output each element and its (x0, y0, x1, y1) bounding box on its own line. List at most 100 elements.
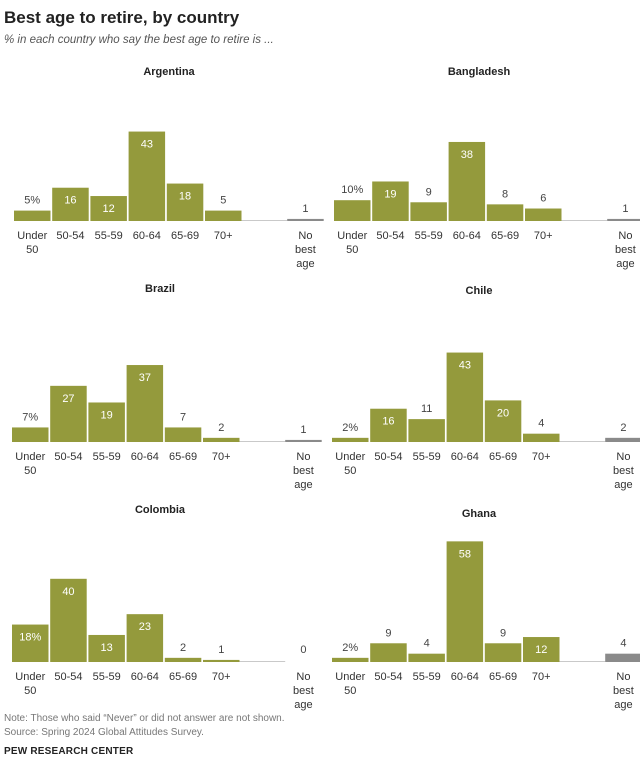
value-label-brazil-3: 19 (101, 409, 113, 421)
category-label-argentina-3: 55-59 (95, 230, 123, 242)
category-label-ghana-3: 55-59 (413, 671, 441, 683)
bar-chile-6 (523, 433, 560, 442)
value-label-ghana-7: 4 (620, 638, 626, 650)
bar-argentina-6 (205, 210, 242, 221)
value-label-bangladesh-2: 19 (384, 188, 396, 200)
category-label-bangladesh-2: 50-54 (376, 230, 404, 242)
panel-title-colombia: Colombia (135, 504, 186, 516)
category-label-chile-2: 50-54 (374, 451, 402, 463)
bar-brazil-3 (88, 402, 125, 442)
category-label-colombia-5: 65-69 (169, 671, 197, 683)
value-label-colombia-2: 40 (62, 586, 74, 598)
value-label-colombia-5: 2 (180, 642, 186, 654)
value-label-bangladesh-6: 6 (540, 193, 546, 205)
brand-name: PEW RESEARCH CENTER (4, 746, 134, 757)
bar-brazil-2 (50, 385, 87, 442)
bar-bangladesh-6 (525, 208, 562, 221)
value-label-bangladesh-5: 8 (502, 188, 508, 200)
bar-chile-no-best-age (605, 437, 640, 442)
category-label-brazil-7: No best age (293, 451, 314, 491)
value-label-ghana-1: 2% (342, 642, 358, 654)
bar-argentina-2 (52, 187, 89, 221)
value-label-ghana-3: 4 (424, 638, 430, 650)
category-label-bangladesh-7: No best age (615, 230, 636, 270)
value-label-colombia-1: 18% (19, 632, 41, 644)
category-label-brazil-3: 55-59 (93, 451, 121, 463)
panel-title-ghana: Ghana (462, 508, 497, 520)
bar-argentina-1 (14, 210, 51, 221)
category-label-argentina-7: No best age (295, 230, 316, 270)
bar-bangladesh-1 (334, 200, 371, 221)
value-label-brazil-7: 1 (300, 424, 306, 436)
chart-note: Note: Those who said “Never” or did not … (4, 713, 285, 724)
bar-bangladesh-5 (486, 204, 524, 221)
value-label-chile-2: 16 (382, 416, 394, 428)
category-label-chile-5: 65-69 (489, 451, 517, 463)
bar-ghana-1 (332, 657, 369, 662)
value-label-brazil-2: 27 (62, 393, 74, 405)
value-label-colombia-3: 13 (101, 642, 113, 654)
panel-title-argentina: Argentina (143, 66, 195, 78)
value-label-bangladesh-3: 9 (426, 186, 432, 198)
value-label-chile-3: 11 (421, 403, 432, 415)
bar-ghana-2 (370, 643, 407, 662)
category-label-argentina-2: 50-54 (56, 230, 84, 242)
bar-ghana-no-best-age (605, 653, 640, 662)
category-label-chile-4: 60-64 (451, 451, 479, 463)
value-label-ghana-4: 58 (459, 548, 471, 560)
panel-title-bangladesh: Bangladesh (448, 66, 511, 78)
bar-bangladesh-3 (410, 202, 447, 221)
bar-bangladesh-no-best-age (607, 218, 640, 221)
bar-chile-5 (484, 400, 522, 442)
bar-colombia-6 (203, 659, 240, 662)
category-label-bangladesh-6: 70+ (534, 230, 553, 242)
bar-brazil-4 (126, 365, 164, 442)
chart-title: Best age to retire, by country (4, 8, 240, 27)
category-label-chile-6: 70+ (532, 451, 551, 463)
category-label-brazil-5: 65-69 (169, 451, 197, 463)
value-label-ghana-6: 12 (535, 644, 547, 656)
category-label-colombia-4: 60-64 (131, 671, 159, 683)
chart-subtitle: % in each country who say the best age t… (4, 34, 274, 46)
value-label-brazil-6: 2 (218, 422, 224, 434)
bar-ghana-4 (446, 541, 484, 662)
value-label-argentina-2: 16 (64, 195, 76, 207)
bar-bangladesh-2 (372, 181, 409, 221)
bar-ghana-5 (484, 643, 522, 662)
category-label-ghana-6: 70+ (532, 671, 551, 683)
bar-brazil-1 (12, 427, 49, 442)
category-label-brazil-1: Under 50 (15, 451, 45, 477)
category-label-chile-3: 55-59 (413, 451, 441, 463)
bar-chile-2 (370, 408, 407, 442)
value-label-brazil-4: 37 (139, 372, 151, 384)
category-label-ghana-2: 50-54 (374, 671, 402, 683)
value-label-colombia-4: 23 (139, 621, 151, 633)
category-label-bangladesh-5: 65-69 (491, 230, 519, 242)
value-label-argentina-1: 5% (24, 195, 40, 207)
value-label-argentina-3: 12 (103, 203, 115, 215)
category-label-ghana-7: No best age (613, 671, 634, 711)
value-label-chile-1: 2% (342, 422, 358, 434)
category-label-brazil-4: 60-64 (131, 451, 159, 463)
value-label-ghana-2: 9 (385, 627, 391, 639)
bar-colombia-2 (50, 578, 87, 662)
category-label-argentina-1: Under 50 (17, 230, 47, 256)
value-label-argentina-7: 1 (302, 203, 308, 215)
panel-title-chile: Chile (466, 285, 493, 297)
category-label-argentina-5: 65-69 (171, 230, 199, 242)
category-label-bangladesh-3: 55-59 (415, 230, 443, 242)
value-label-argentina-6: 5 (220, 195, 226, 207)
value-label-brazil-1: 7% (22, 411, 38, 423)
panel-title-brazil: Brazil (145, 283, 175, 295)
value-label-bangladesh-1: 10% (341, 184, 363, 196)
category-label-argentina-6: 70+ (214, 230, 233, 242)
category-label-bangladesh-1: Under 50 (337, 230, 367, 256)
bar-brazil-5 (164, 427, 202, 442)
bar-argentina-5 (166, 183, 204, 221)
category-label-ghana-4: 60-64 (451, 671, 479, 683)
value-label-colombia-6: 1 (218, 644, 224, 656)
bar-argentina-no-best-age (287, 218, 324, 221)
value-label-colombia-7: 0 (300, 644, 306, 656)
bar-ghana-3 (408, 653, 445, 662)
category-label-argentina-4: 60-64 (133, 230, 161, 242)
